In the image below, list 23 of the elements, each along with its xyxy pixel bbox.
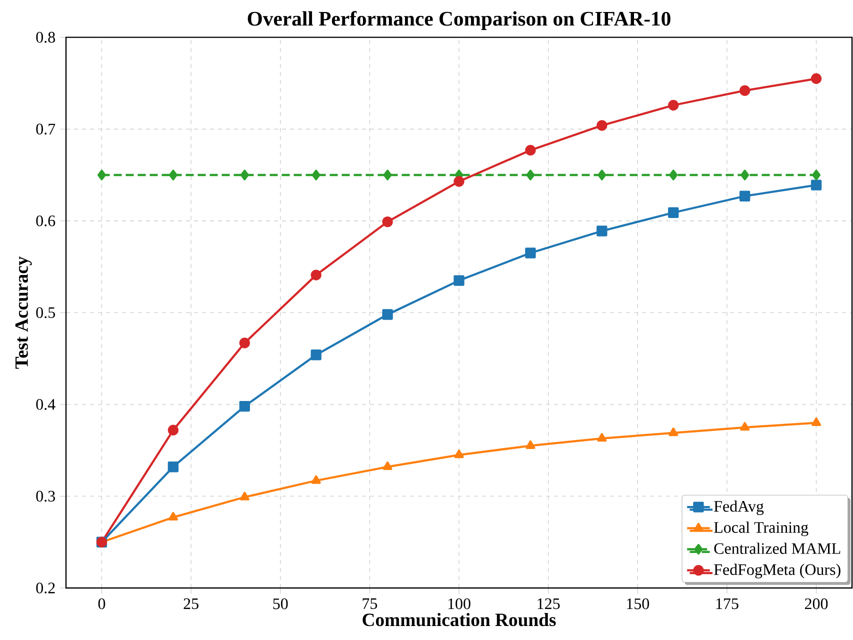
x-tick-label: 25	[184, 598, 198, 610]
x-tick-label: 125	[538, 598, 560, 610]
x-tick-label: 150	[627, 598, 650, 610]
x-tick-label: 175	[716, 598, 738, 610]
x-tick-label: 50	[273, 598, 288, 610]
legend-label: FedFogMeta (Ours)	[714, 564, 840, 578]
x-tick-label: 0	[98, 598, 106, 610]
legend-label: Centralized MAML	[714, 542, 840, 554]
chart-title: Overall Performance Comparison on CIFAR-10	[248, 11, 670, 30]
legend-label: Local Training	[714, 522, 808, 536]
legend-label: FedAvg	[714, 500, 764, 516]
y-axis-title: Test Accuracy	[15, 256, 32, 369]
y-tick-label: 0.5	[36, 307, 55, 318]
x-tick-label: 75	[362, 598, 378, 610]
y-tick-label: 0.2	[36, 582, 55, 594]
y-tick-label: 0.7	[36, 124, 56, 135]
y-tick-label: 0.3	[36, 490, 55, 502]
x-tick-label: 200	[804, 598, 828, 610]
x-axis-title: Communication Rounds	[362, 613, 556, 626]
x-tick-label: 100	[448, 598, 470, 610]
y-tick-label: 0.6	[36, 215, 56, 226]
y-tick-label: 0.8	[36, 32, 55, 43]
y-tick-label: 0.4	[36, 399, 56, 410]
